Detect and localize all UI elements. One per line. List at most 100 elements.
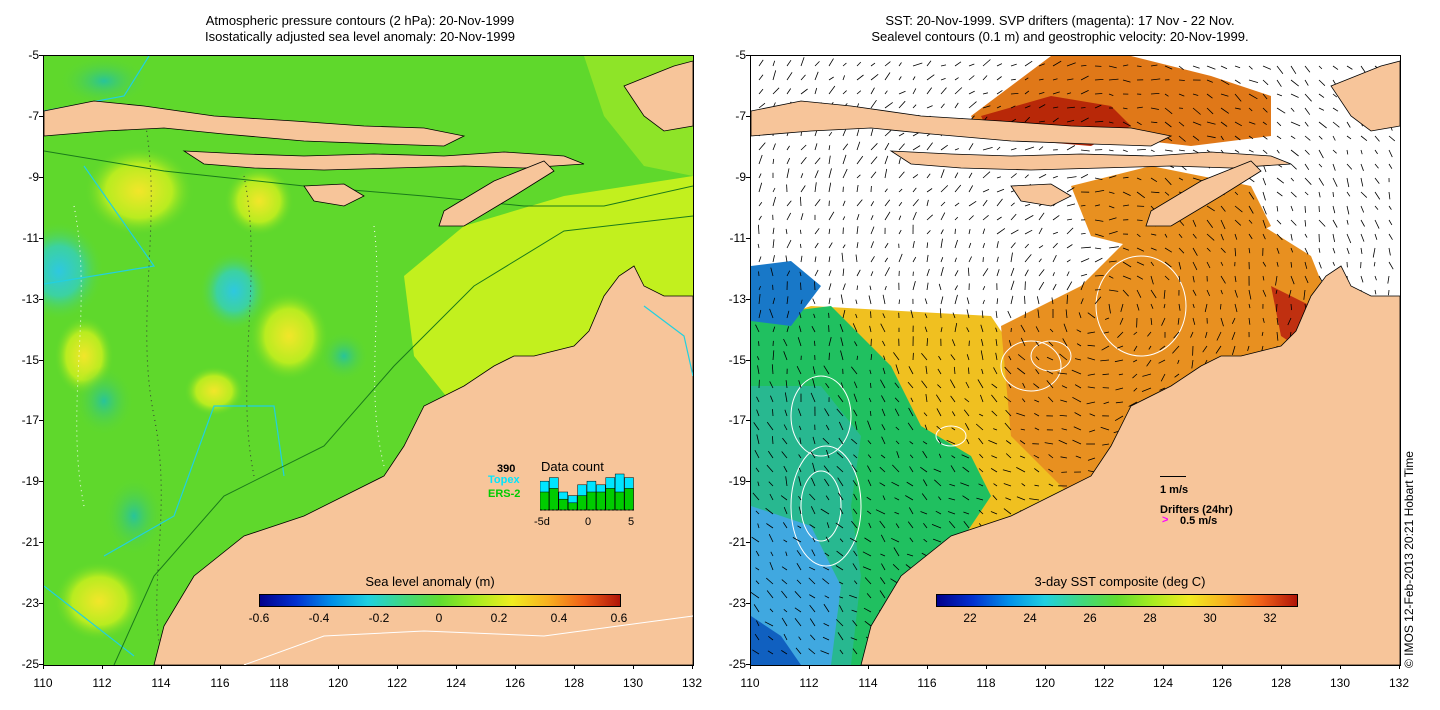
velocity-arrow [926,214,933,221]
velocity-arrow [966,354,970,361]
velocity-arrow [968,63,975,67]
velocity-arrow [1132,373,1138,379]
velocity-arrow [926,230,931,235]
velocity-arrow [1061,428,1068,431]
velocity-arrow [851,520,858,529]
velocity-arrow [752,649,760,655]
velocity-arrow [1220,303,1222,310]
velocity-arrow [1290,233,1293,241]
velocity-arrow [996,269,1000,277]
velocity-arrow [962,495,970,501]
velocity-arrow [1178,79,1185,81]
velocity-arrow [1133,331,1138,336]
velocity-arrow [810,392,816,403]
velocity-arrow [1005,497,1012,501]
velocity-arrow [996,228,1006,235]
velocity-arrow [938,453,942,459]
velocity-arrow [954,184,962,193]
velocity-arrow [898,188,903,193]
contour [790,375,852,457]
velocity-arrow [938,355,942,361]
velocity-arrow [828,145,831,151]
x-tick-mark [220,665,221,669]
velocity-arrow [1108,191,1115,194]
velocity-arrow [1318,93,1325,98]
velocity-arrow [1122,121,1131,127]
velocity-arrow [1108,175,1117,179]
velocity-arrow [798,380,802,389]
velocity-arrow [1024,77,1029,81]
x-tick-label: 120 [327,676,349,690]
velocity-arrow [1192,303,1195,309]
velocity-arrow [1191,359,1194,369]
velocity-arrow [982,199,988,207]
velocity-arrow [812,537,816,543]
velocity-arrow [1289,331,1292,337]
velocity-arrow [786,72,793,81]
velocity-arrow [953,366,956,375]
velocity-arrow [1150,317,1153,325]
velocity-arrow [937,384,942,389]
velocity-arrow [870,382,872,389]
velocity-arrow [853,550,858,557]
velocity-arrow [1024,269,1029,277]
velocity-arrow [895,426,900,431]
velocity-arrow [1058,439,1068,445]
velocity-arrow [1080,174,1089,179]
velocity-arrow [940,185,949,193]
velocity-arrow [1116,345,1124,349]
velocity-arrow [770,395,774,403]
sumba-island [1010,183,1072,207]
y-tick-mark [746,542,750,544]
velocity-arrow [1248,107,1253,112]
velocity-arrow [814,143,818,151]
velocity-arrow [979,453,984,459]
velocity-arrow [856,355,858,361]
velocity-arrow [1276,93,1283,97]
velocity-arrow [1161,317,1166,326]
velocity-arrow [1035,356,1040,361]
velocity-arrow [814,182,817,193]
velocity-scale-label: 1 m/s [1160,484,1189,496]
velocity-arrow [898,62,902,67]
velocity-arrow [1159,345,1166,351]
velocity-arrow [1046,370,1054,375]
velocity-arrow [1136,219,1143,221]
velocity-arrow [1087,312,1096,319]
velocity-arrow [982,75,988,81]
colorbar-tick-label: 0.4 [550,611,568,625]
velocity-arrow [1192,177,1203,182]
velocity-arrow [1066,218,1073,221]
x-tick-label: 120 [1034,676,1056,690]
velocity-arrow [884,257,889,263]
velocity-arrow [851,464,858,473]
velocity-arrow [1150,149,1155,153]
velocity-arrow [870,143,878,151]
velocity-arrow [1220,219,1226,230]
velocity-arrow [856,213,860,221]
velocity-arrow [1206,121,1216,125]
velocity-arrow [1052,255,1057,263]
y-tick-mark [746,359,750,361]
velocity-arrow [1136,247,1145,252]
velocity-arrow [1004,366,1012,375]
topex-label: Topex [488,474,520,486]
velocity-arrow [1177,317,1180,325]
velocity-arrow [909,537,914,543]
velocity-arrow [965,381,970,389]
velocity-arrow [1052,231,1059,235]
right-title-line2: Sealevel contours (0.1 m) and geostrophi… [871,29,1249,44]
velocity-arrow [1290,107,1295,112]
velocity-arrow [1038,269,1045,277]
velocity-arrow [783,338,788,347]
velocity-arrow [870,73,879,81]
velocity-arrow [1248,177,1255,183]
velocity-scale-arrow [1160,476,1186,477]
y-tick-label: -23 [21,596,39,611]
velocity-arrow [1017,367,1026,375]
x-tick-mark [43,665,44,669]
velocity-arrow [1094,233,1104,237]
velocity-arrow [814,228,820,235]
velocity-arrow [991,383,998,389]
velocity-arrow [1388,289,1390,296]
